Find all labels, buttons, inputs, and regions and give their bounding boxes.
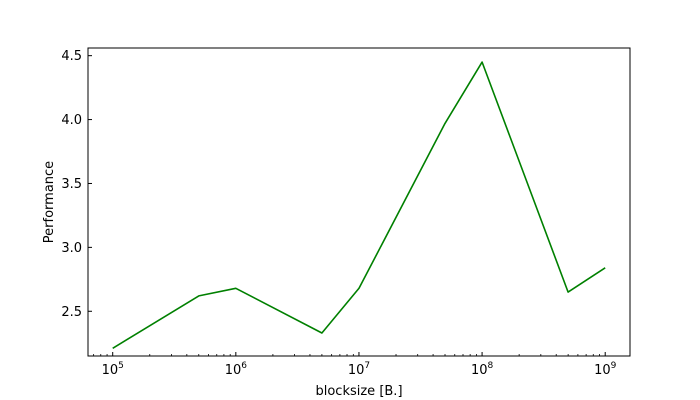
x-tick-label: 108	[471, 361, 494, 378]
series-line	[112, 61, 606, 349]
x-tick-label: 106	[225, 361, 248, 378]
y-tick-label: 3.0	[61, 241, 82, 256]
x-tick-label: 105	[102, 361, 124, 378]
ticks-layer: 105 106 107 108 109 2.5 3.0 3.5 4.0 4.5	[61, 49, 616, 378]
y-tick-label: 4.5	[61, 49, 82, 64]
y-tick-label: 3.5	[61, 177, 82, 192]
x-tick-label: 107	[348, 361, 370, 378]
y-tick-label: 2.5	[61, 305, 82, 320]
plot-frame	[87, 47, 631, 357]
x-tick-label: 109	[594, 361, 617, 378]
x-axis-label: blocksize [B.]	[315, 384, 402, 399]
y-tick-label: 4.0	[61, 113, 82, 128]
y-axis-label: Performance	[42, 161, 57, 243]
series-layer	[112, 61, 606, 349]
